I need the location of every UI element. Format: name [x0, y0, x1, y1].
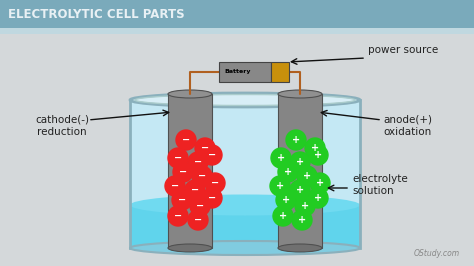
Circle shape [172, 190, 192, 210]
Text: −: − [179, 167, 187, 177]
Circle shape [292, 210, 312, 230]
Circle shape [192, 166, 212, 186]
Text: −: − [191, 185, 199, 195]
Circle shape [176, 130, 196, 150]
Circle shape [290, 180, 310, 200]
Text: −: − [178, 195, 186, 205]
Text: −: − [194, 157, 202, 167]
Text: +: + [311, 143, 319, 153]
Circle shape [195, 138, 215, 158]
Text: +: + [314, 150, 322, 160]
Circle shape [185, 180, 205, 200]
Circle shape [271, 148, 291, 168]
Text: +: + [296, 157, 304, 167]
Text: OStudy.com: OStudy.com [414, 249, 460, 258]
Text: +: + [316, 178, 324, 188]
Text: +: + [279, 211, 287, 221]
Text: −: − [208, 193, 216, 203]
Circle shape [273, 206, 293, 226]
Circle shape [305, 138, 325, 158]
Text: +: + [303, 171, 311, 181]
Text: −: − [196, 201, 204, 211]
Circle shape [168, 206, 188, 226]
Circle shape [308, 188, 328, 208]
Text: −: − [211, 178, 219, 188]
Ellipse shape [130, 241, 360, 255]
Circle shape [188, 152, 208, 172]
Bar [0, 34, 474, 266]
Bar [168, 94, 212, 248]
Text: +: + [276, 181, 284, 191]
Text: +: + [284, 167, 292, 177]
Ellipse shape [278, 244, 322, 252]
Text: −: − [208, 150, 216, 160]
Text: +: + [296, 185, 304, 195]
Bar [271, 62, 289, 82]
Circle shape [168, 148, 188, 168]
Text: power source: power source [368, 45, 438, 55]
Circle shape [188, 210, 208, 230]
Bar [219, 62, 271, 82]
Ellipse shape [130, 93, 360, 107]
Text: +: + [298, 215, 306, 225]
Text: −: − [201, 143, 209, 153]
Text: +: + [277, 153, 285, 163]
Text: Battery: Battery [225, 69, 251, 74]
Ellipse shape [278, 90, 322, 98]
Circle shape [290, 152, 310, 172]
Bar [278, 94, 322, 248]
Ellipse shape [168, 244, 212, 252]
Bar [130, 100, 360, 248]
Text: anode(+)
oxidation: anode(+) oxidation [383, 115, 432, 137]
Text: −: − [174, 153, 182, 163]
Text: −: − [194, 215, 202, 225]
Circle shape [173, 162, 193, 182]
Ellipse shape [168, 90, 212, 98]
Text: −: − [174, 211, 182, 221]
Circle shape [205, 173, 225, 193]
Text: −: − [182, 135, 190, 145]
Circle shape [190, 196, 210, 216]
Circle shape [202, 145, 222, 165]
Circle shape [295, 196, 315, 216]
Ellipse shape [130, 194, 360, 215]
Text: +: + [301, 201, 309, 211]
Bar [0, 28, 474, 34]
Bar [0, 0, 474, 28]
Bar [130, 205, 360, 248]
Circle shape [202, 188, 222, 208]
Circle shape [270, 176, 290, 196]
Circle shape [286, 130, 306, 150]
Text: cathode(-)
reduction: cathode(-) reduction [35, 115, 89, 137]
Text: +: + [292, 135, 300, 145]
Text: +: + [314, 193, 322, 203]
Text: ELECTROLYTIC CELL PARTS: ELECTROLYTIC CELL PARTS [8, 7, 185, 20]
Circle shape [308, 145, 328, 165]
Circle shape [276, 190, 296, 210]
Circle shape [165, 176, 185, 196]
Text: −: − [198, 171, 206, 181]
Text: electrolyte
solution: electrolyte solution [352, 174, 408, 196]
Circle shape [278, 162, 298, 182]
Text: −: − [171, 181, 179, 191]
Circle shape [310, 173, 330, 193]
Circle shape [297, 166, 317, 186]
Text: +: + [282, 195, 290, 205]
